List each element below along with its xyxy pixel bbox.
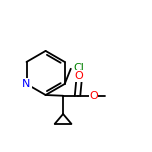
Text: Cl: Cl	[74, 63, 85, 73]
Text: N: N	[22, 79, 31, 89]
Text: O: O	[89, 91, 98, 101]
Text: O: O	[75, 71, 83, 81]
